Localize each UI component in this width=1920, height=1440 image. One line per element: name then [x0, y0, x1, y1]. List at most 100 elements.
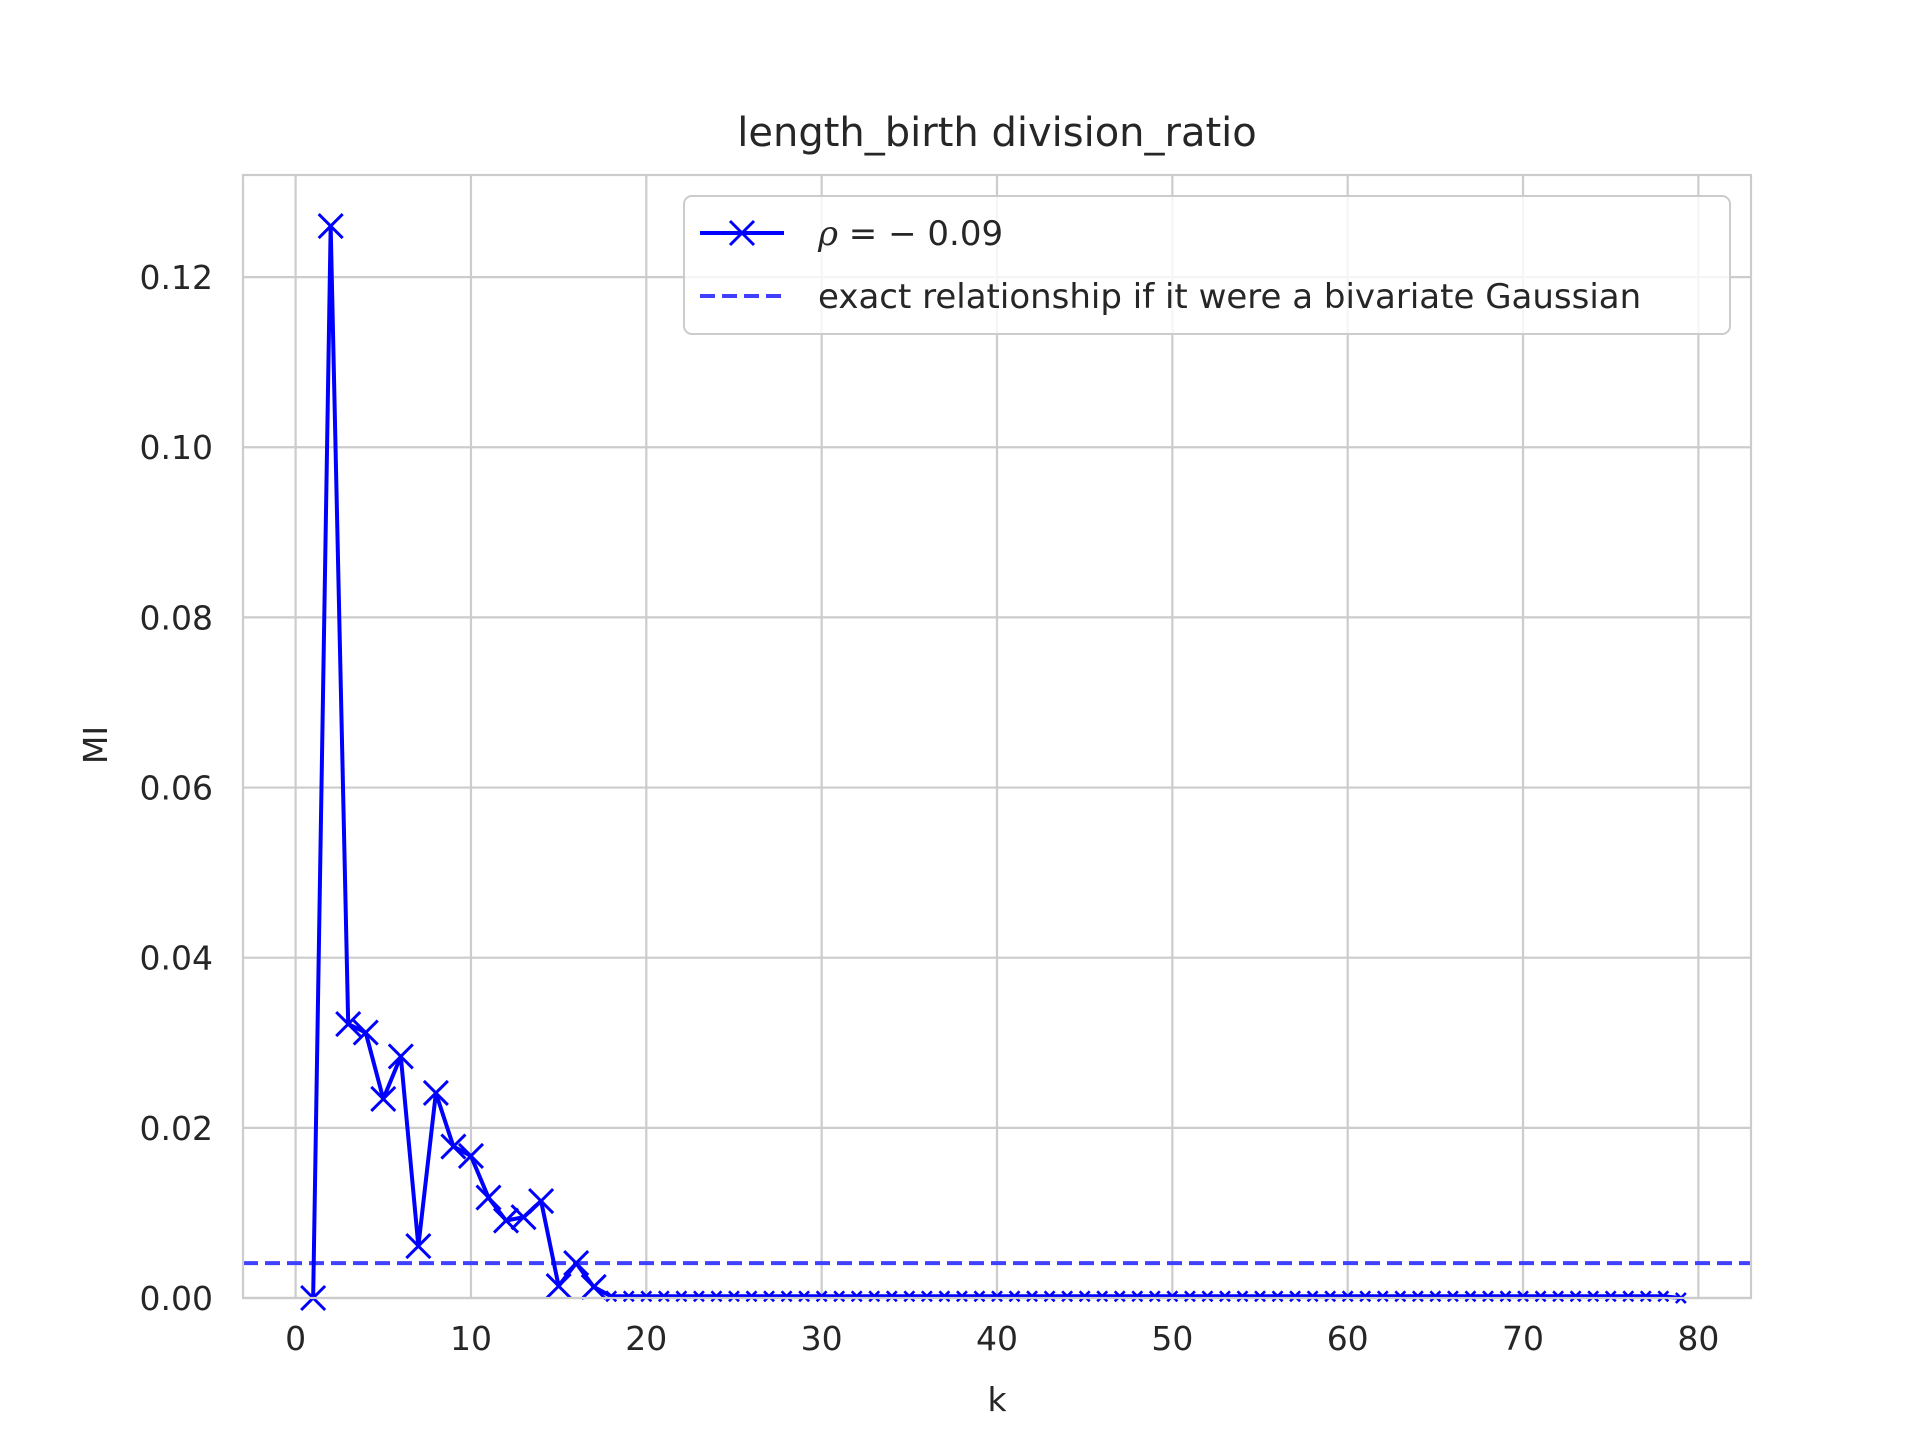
- data-point-marker: [815, 1290, 828, 1303]
- data-point-marker: [850, 1290, 863, 1303]
- data-point-marker: [1113, 1290, 1126, 1303]
- data-point-marker: [1131, 1290, 1144, 1303]
- data-point-marker: [475, 1184, 502, 1211]
- data-point-marker: [938, 1290, 951, 1303]
- data-point-marker: [833, 1290, 846, 1303]
- data-point-marker: [1552, 1290, 1565, 1303]
- data-point-marker: [1394, 1290, 1407, 1303]
- legend: ρ = − 0.09 exact relationship if it were…: [683, 195, 1731, 335]
- x-tick-label: 70: [1502, 1319, 1544, 1358]
- data-point-marker: [1096, 1290, 1109, 1303]
- data-point-marker: [728, 1290, 740, 1303]
- data-point-marker: [1464, 1290, 1477, 1303]
- y-axis-label: MI: [76, 726, 115, 764]
- data-point-marker: [335, 1010, 362, 1038]
- data-point-marker: [763, 1290, 775, 1303]
- data-point-marker: [580, 1273, 607, 1301]
- legend-box: [683, 195, 1731, 335]
- data-point-marker: [1201, 1290, 1214, 1303]
- x-tick-label: 50: [1151, 1319, 1193, 1358]
- data-point-marker: [1657, 1290, 1670, 1303]
- data-point-marker: [657, 1290, 670, 1303]
- data-point-marker: [317, 212, 344, 240]
- x-tick-label: 40: [976, 1319, 1018, 1358]
- data-point-marker: [1148, 1290, 1161, 1303]
- data-point-marker: [1166, 1290, 1179, 1303]
- data-point-marker: [1008, 1290, 1021, 1303]
- data-point-marker: [1183, 1290, 1196, 1303]
- data-point-marker: [885, 1290, 898, 1303]
- y-tick-label: 0.02: [140, 1109, 213, 1148]
- legend-marker-x: [728, 219, 756, 247]
- data-point-marker: [1043, 1290, 1056, 1303]
- data-point-marker: [745, 1290, 758, 1303]
- data-point-marker: [1446, 1290, 1459, 1303]
- data-point-marker: [1254, 1290, 1266, 1303]
- y-tick-label: 0.06: [140, 769, 213, 808]
- data-point-marker: [1429, 1290, 1442, 1303]
- data-point-marker: [1359, 1290, 1372, 1303]
- plot-frame: [241, 173, 1753, 1300]
- data-point-marker: [1306, 1290, 1319, 1303]
- data-point-marker: [563, 1250, 590, 1277]
- data-point-marker: [1341, 1290, 1354, 1303]
- data-point-marker: [1061, 1290, 1074, 1303]
- y-tick-label: 0.04: [140, 939, 213, 978]
- tick-labels: 0 10 20 30 40 50 60 70 80 0.00 0.02 0.04 0.06 0.08 0.1…: [140, 258, 1720, 1358]
- data-point-marker: [405, 1233, 432, 1260]
- x-tick-label: 0: [285, 1319, 306, 1358]
- legend-label-series-2: exact relationship if it were a bivariat…: [818, 277, 1641, 317]
- data-point-marker: [1639, 1290, 1652, 1303]
- data-point-marker: [1271, 1290, 1284, 1303]
- data-point-marker: [1517, 1290, 1529, 1303]
- data-point-marker: [1587, 1290, 1600, 1303]
- data-point-marker: [387, 1043, 414, 1070]
- data-point-marker: [1534, 1290, 1547, 1303]
- data-point-marker: [1219, 1290, 1231, 1303]
- legend-label-series-1: ρ = − 0.09: [817, 214, 1003, 254]
- data-point-marker: [1289, 1290, 1302, 1303]
- data-point-marker: [973, 1290, 986, 1303]
- data-point-marker: [1026, 1290, 1038, 1303]
- data-point-marker: [991, 1290, 1003, 1303]
- data-point-marker: [440, 1133, 467, 1160]
- data-point-marker: [528, 1187, 555, 1215]
- data-point-marker: [1236, 1290, 1249, 1303]
- data-point-marker: [1499, 1290, 1512, 1303]
- x-tick-label: 10: [450, 1319, 492, 1358]
- x-tick-label: 80: [1677, 1319, 1719, 1358]
- data-point-marker: [640, 1290, 653, 1303]
- data-point-marker: [920, 1290, 933, 1303]
- data-point-marker: [1622, 1290, 1635, 1303]
- chart-title: length_birth division_ratio: [737, 110, 1257, 156]
- data-point-marker: [1482, 1290, 1494, 1303]
- data-point-marker: [1604, 1290, 1617, 1303]
- series-layer: [243, 212, 1751, 1312]
- data-point-marker: [1376, 1290, 1389, 1303]
- data-point-marker: [1569, 1290, 1582, 1303]
- data-point-marker: [798, 1290, 811, 1303]
- x-tick-label: 20: [625, 1319, 667, 1358]
- data-point-marker: [710, 1290, 723, 1303]
- data-point-marker: [903, 1290, 916, 1303]
- data-point-marker: [605, 1290, 618, 1303]
- y-tick-label: 0.08: [140, 598, 213, 637]
- data-point-marker: [868, 1290, 881, 1303]
- x-tick-label: 60: [1327, 1319, 1369, 1358]
- x-tick-label: 30: [801, 1319, 843, 1358]
- x-axis-label: k: [987, 1380, 1007, 1419]
- data-point-marker: [1078, 1290, 1091, 1303]
- legend-rho-value: = − 0.09: [838, 214, 1003, 254]
- data-point-marker: [370, 1085, 397, 1112]
- y-tick-label: 0.00: [140, 1279, 213, 1318]
- data-point-marker: [675, 1290, 688, 1303]
- data-point-marker: [622, 1290, 635, 1303]
- data-point-marker: [956, 1290, 968, 1303]
- data-point-marker: [1324, 1290, 1337, 1303]
- data-point-marker: [692, 1290, 705, 1303]
- data-point-marker: [457, 1142, 485, 1169]
- data-point-marker: [422, 1079, 449, 1107]
- data-point-marker: [1411, 1290, 1424, 1303]
- y-tick-label: 0.12: [140, 258, 213, 297]
- legend-rho-symbol: ρ: [817, 214, 838, 254]
